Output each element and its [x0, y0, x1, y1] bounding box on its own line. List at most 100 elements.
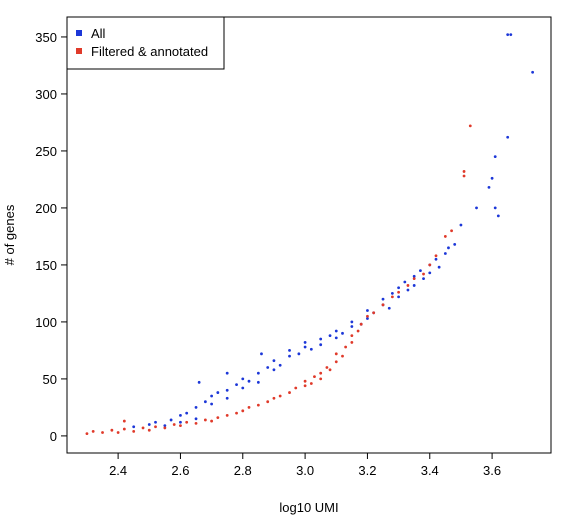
point: [235, 383, 238, 387]
point: [422, 272, 425, 276]
y-tick-label: 250: [35, 144, 57, 159]
point: [443, 252, 447, 255]
point: [110, 428, 114, 432]
y-tick-label: 100: [35, 315, 57, 330]
point: [412, 284, 416, 287]
point: [403, 280, 407, 284]
point: [437, 265, 441, 269]
point: [210, 394, 214, 398]
point: [303, 379, 307, 383]
point: [256, 371, 260, 375]
legend-swatch: [76, 30, 82, 36]
point: [453, 243, 457, 246]
point: [341, 354, 344, 358]
point: [359, 322, 363, 326]
point: [309, 347, 313, 351]
point: [163, 424, 167, 428]
point: [334, 352, 338, 356]
point: [390, 292, 394, 295]
point: [334, 329, 338, 333]
point: [309, 382, 313, 385]
point: [241, 409, 245, 413]
point: [278, 363, 282, 367]
point: [241, 386, 245, 390]
point: [266, 366, 270, 369]
y-tick-label: 200: [35, 201, 57, 216]
point: [319, 343, 323, 347]
point: [387, 306, 391, 310]
point: [256, 403, 260, 407]
point: [328, 334, 332, 337]
point: [434, 254, 438, 258]
point: [303, 345, 307, 349]
point: [260, 352, 263, 356]
point: [344, 345, 348, 349]
point: [132, 425, 136, 429]
point: [194, 417, 198, 421]
point: [462, 174, 466, 178]
point: [179, 420, 182, 424]
x-tick-label: 3.4: [421, 463, 439, 478]
x-tick-label: 3.2: [358, 463, 376, 478]
point: [475, 206, 478, 210]
y-tick-label: 50: [43, 372, 57, 387]
point: [381, 297, 385, 301]
point: [443, 235, 447, 238]
point: [328, 368, 332, 372]
point: [169, 418, 173, 422]
point: [216, 416, 220, 420]
point: [381, 303, 385, 307]
point: [194, 421, 198, 425]
point: [390, 295, 394, 299]
point: [531, 70, 535, 74]
point: [288, 391, 291, 394]
point: [372, 311, 376, 315]
point: [154, 425, 157, 429]
point: [496, 214, 500, 218]
point: [350, 320, 354, 324]
point: [406, 284, 410, 287]
point: [179, 424, 182, 428]
point: [85, 432, 89, 436]
point: [185, 411, 189, 415]
point: [210, 419, 214, 423]
y-tick-label: 350: [35, 30, 57, 45]
point: [459, 223, 463, 227]
point: [147, 423, 151, 426]
point: [225, 413, 229, 417]
point: [397, 290, 401, 294]
point: [216, 391, 220, 394]
point: [419, 269, 422, 273]
x-tick-label: 2.8: [234, 463, 252, 478]
point: [506, 33, 510, 37]
x-tick-label: 2.4: [109, 463, 127, 478]
point: [493, 155, 497, 159]
point: [179, 413, 182, 417]
point: [288, 354, 291, 358]
point: [422, 277, 425, 280]
point: [506, 135, 510, 139]
x-tick-label: 2.6: [171, 463, 189, 478]
point: [203, 400, 207, 404]
point: [319, 337, 323, 341]
point: [225, 396, 229, 400]
legend-label: Filtered & annotated: [91, 44, 208, 59]
point: [397, 295, 401, 299]
y-tick-label: 150: [35, 258, 57, 273]
point: [141, 426, 145, 430]
x-axis-label: log10 UMI: [279, 500, 338, 515]
plot-frame: [66, 16, 552, 454]
y-tick-label: 300: [35, 87, 57, 102]
point: [272, 396, 276, 400]
point: [266, 400, 270, 404]
point: [194, 406, 198, 409]
point: [256, 380, 260, 384]
point: [147, 428, 151, 432]
point: [450, 229, 453, 233]
point: [116, 431, 120, 434]
point: [91, 429, 95, 433]
point: [247, 406, 251, 409]
point: [428, 263, 432, 267]
point: [303, 341, 307, 344]
